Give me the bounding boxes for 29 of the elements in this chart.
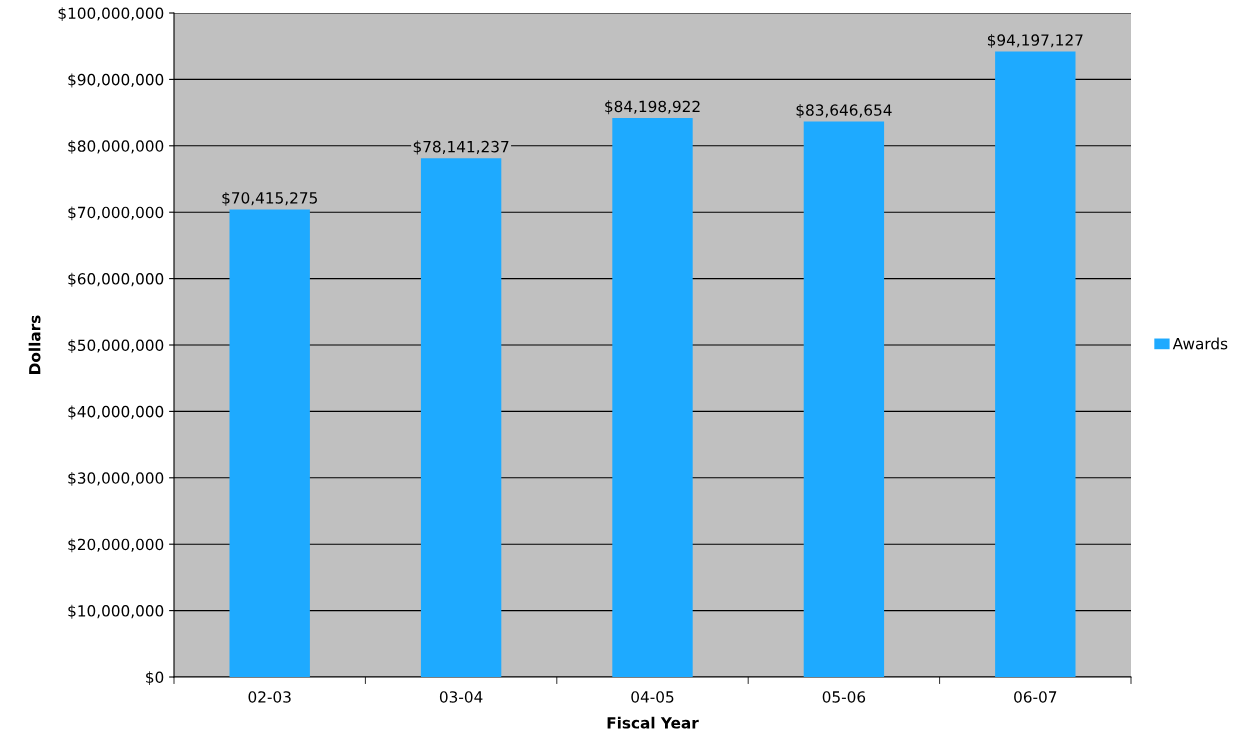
bar: [803, 121, 885, 677]
y-tick-label: $70,000,000: [68, 206, 164, 221]
y-tick-label: $90,000,000: [68, 73, 164, 88]
y-tick-label: $10,000,000: [68, 604, 164, 619]
y-tick-label: $30,000,000: [68, 472, 164, 486]
y-tick-label: $60,000,000: [68, 272, 164, 287]
y-tick-label: $40,000,000: [68, 405, 164, 420]
y-tick-label: $80,000,000: [68, 140, 164, 154]
x-axis-title: Fiscal Year: [607, 716, 699, 729]
data-label: $83,646,654: [796, 104, 892, 118]
x-tick-label: 03-04: [439, 691, 483, 703]
legend-label: Awards: [1172, 337, 1228, 350]
data-label: $94,197,127: [987, 33, 1083, 48]
x-tick-label: 04-05: [631, 691, 674, 703]
bar: [229, 209, 310, 677]
data-label: $78,141,237: [413, 140, 509, 155]
data-label: $84,198,922: [605, 100, 700, 115]
bar: [612, 117, 693, 677]
x-tick-label: 06-07: [1014, 691, 1057, 703]
bar: [420, 158, 502, 677]
y-tick-label: $0: [146, 671, 164, 686]
y-axis-title: Dollars: [28, 315, 41, 374]
y-tick-label: $100,000,000: [58, 7, 164, 22]
bar: [995, 51, 1076, 677]
data-label: $70,415,275: [222, 191, 317, 206]
x-tick-label: 05-06: [822, 691, 866, 703]
y-tick-label: $20,000,000: [68, 538, 164, 553]
y-tick-label: $50,000,000: [68, 339, 164, 354]
x-tick-label: 02-03: [248, 691, 291, 703]
